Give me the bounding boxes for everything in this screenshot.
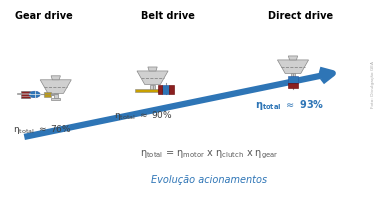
Bar xyxy=(169,85,174,94)
Text: $\mathregular{\eta_{total}}$ = $\mathregular{\eta_{motor}}$ x $\mathregular{\eta: $\mathregular{\eta_{total}}$ = $\mathreg… xyxy=(140,149,279,161)
Polygon shape xyxy=(51,76,61,80)
Text: Direct drive: Direct drive xyxy=(268,11,333,21)
Text: Foto: Divulgação GEA: Foto: Divulgação GEA xyxy=(371,61,375,108)
Bar xyxy=(150,85,155,90)
Polygon shape xyxy=(277,60,309,73)
Bar xyxy=(44,91,51,97)
Bar xyxy=(148,90,157,91)
Bar xyxy=(162,85,169,94)
Polygon shape xyxy=(40,80,71,93)
Bar xyxy=(54,93,58,98)
Polygon shape xyxy=(148,67,157,71)
Polygon shape xyxy=(137,71,168,85)
FancyArrowPatch shape xyxy=(24,70,333,137)
Text: Evolução acionamentos: Evolução acionamentos xyxy=(151,175,267,185)
Bar xyxy=(21,91,30,98)
Text: $\mathregular{\eta_{total}}$ $\approx$ 90%: $\mathregular{\eta_{total}}$ $\approx$ 9… xyxy=(114,109,173,122)
Bar xyxy=(291,73,295,79)
Bar xyxy=(288,76,298,83)
Text: $\mathregular{\eta_{total}}$ $\approx$ 76%: $\mathregular{\eta_{total}}$ $\approx$ 7… xyxy=(13,123,72,136)
Circle shape xyxy=(29,91,40,98)
Text: Gear drive: Gear drive xyxy=(16,11,73,21)
Bar xyxy=(289,79,297,80)
Polygon shape xyxy=(288,56,298,60)
Text: Belt drive: Belt drive xyxy=(141,11,195,21)
Bar xyxy=(158,85,162,94)
Bar xyxy=(51,98,60,99)
Bar xyxy=(135,89,170,91)
Bar xyxy=(288,83,298,88)
Text: $\mathregular{\eta_{total}}$ $\approx$ 93%: $\mathregular{\eta_{total}}$ $\approx$ 9… xyxy=(255,98,324,112)
